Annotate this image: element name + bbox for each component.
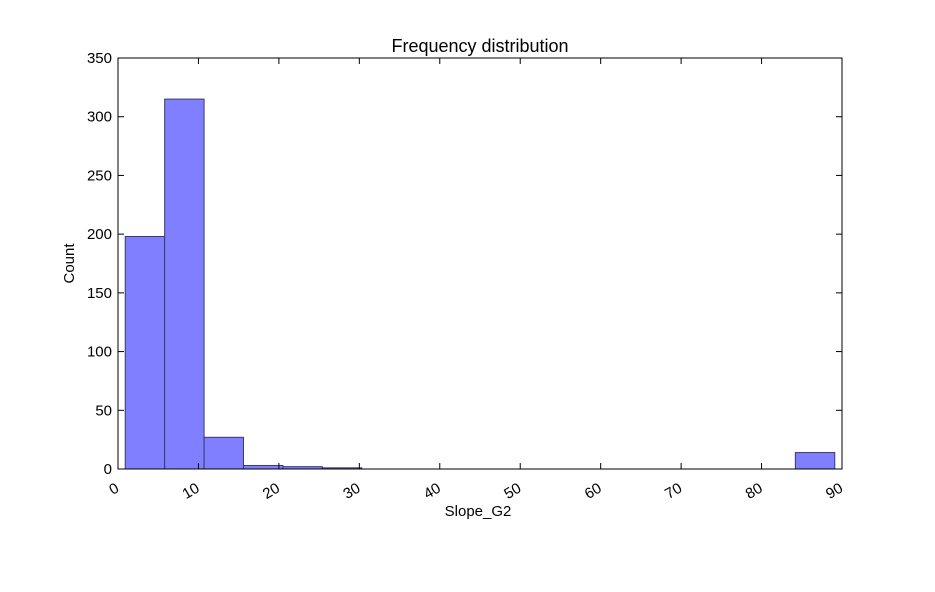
y-tick-label: 350 [87,50,112,67]
histogram-bar [243,465,282,469]
histogram-bar [165,99,204,469]
chart-title: Frequency distribution [391,36,568,56]
histogram-bar [125,236,164,469]
y-tick-label: 300 [87,109,112,126]
histogram-bar [795,453,834,469]
y-tick-label: 0 [104,461,112,478]
histogram-bar [204,437,243,469]
y-tick-label: 250 [87,167,112,184]
y-tick-label: 200 [87,226,112,243]
x-axis-label: Slope_G2 [445,503,512,520]
y-tick-label: 50 [95,402,112,419]
y-tick-label: 150 [87,285,112,302]
y-tick-label: 100 [87,344,112,361]
y-axis-label: Count [61,243,78,284]
